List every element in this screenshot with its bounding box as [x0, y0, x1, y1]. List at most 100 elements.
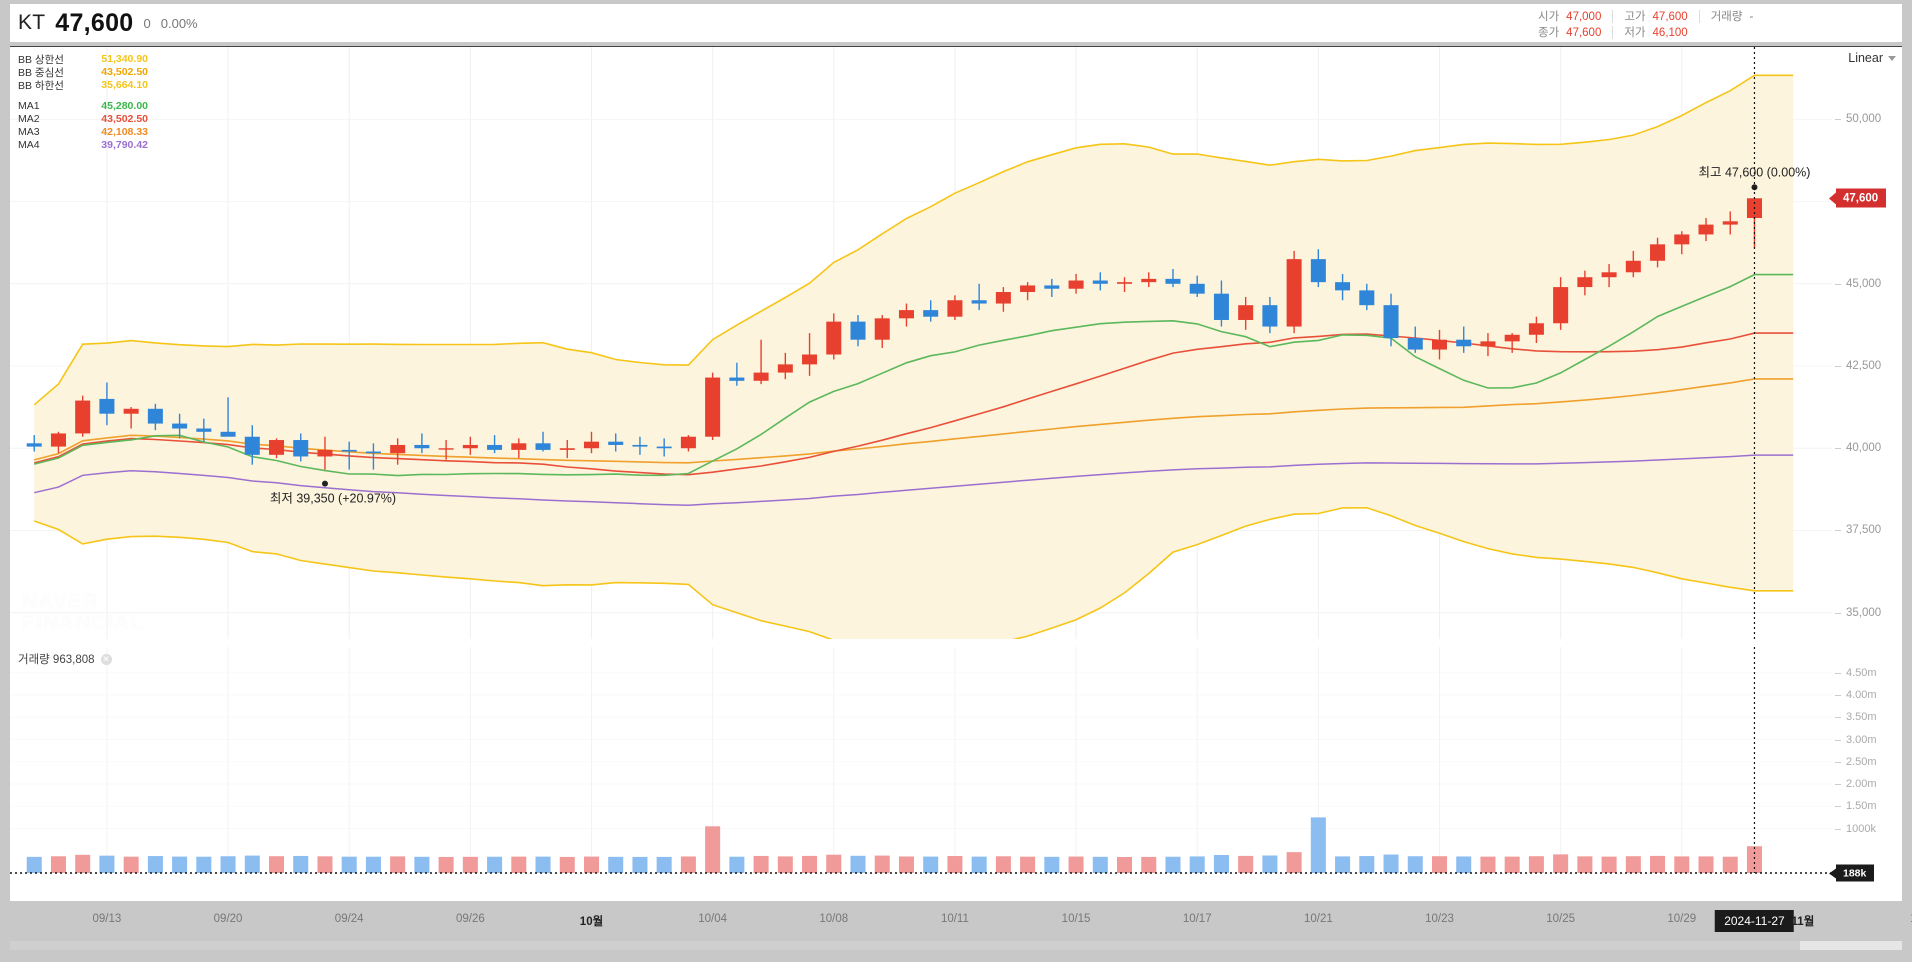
- candlestick: [1577, 270, 1593, 296]
- left-gutter: [0, 46, 10, 941]
- axis-tick-mark: [1835, 672, 1841, 674]
- price-pane[interactable]: 최저 39,350 (+20.97%) 최고 47,600 (0.00%) BB …: [10, 47, 1832, 639]
- price-tick-label: 37,500: [1846, 524, 1882, 537]
- horizontal-scrollbar[interactable]: [10, 941, 1902, 950]
- candlestick: [632, 436, 648, 455]
- legend-key: BB 상한선: [18, 53, 64, 66]
- date-tick-label: 10/11: [940, 913, 969, 925]
- candlestick: [365, 443, 381, 470]
- volume-bar: [826, 854, 842, 873]
- volume-bar: [1480, 856, 1496, 873]
- scrollbar-thumb[interactable]: [10, 941, 1800, 950]
- ticker-symbol: KT: [18, 11, 46, 34]
- volume-bar: [850, 855, 866, 873]
- candlestick: [656, 438, 672, 457]
- candlestick: [1553, 277, 1569, 330]
- volume-bar: [1383, 854, 1399, 873]
- candlestick: [1310, 249, 1326, 288]
- legend-key: MA4: [18, 139, 40, 152]
- volume-bar: [1674, 856, 1690, 873]
- divider: [1612, 9, 1614, 23]
- volume-tick-label: 4.50m: [1846, 666, 1877, 679]
- candlestick: [1504, 333, 1520, 353]
- date-tick-label: 09/24: [334, 913, 364, 925]
- low-value: 46,100: [1652, 27, 1688, 39]
- volume-bar: [244, 855, 260, 873]
- volume-axis[interactable]: 4.50m 4.00m 3.50m 3.00m 2.50m 2.00m 1.50m 1000k…: [1832, 647, 1902, 901]
- candlestick: [1601, 264, 1617, 288]
- volume-bar: [1310, 817, 1326, 873]
- legend-key: BB 중심선: [18, 66, 64, 79]
- volume-bar: [1020, 856, 1036, 873]
- volume-bar: [898, 856, 914, 873]
- time-axis[interactable]: 09/13 09/20 09/24 09/26 10월 10/04 10/08 10/11 10…: [10, 901, 1912, 942]
- volume-bar: [656, 856, 672, 873]
- volume-bar: [777, 856, 793, 873]
- volume-bar: [1407, 856, 1423, 873]
- axis-tick-mark: [1835, 717, 1841, 719]
- volume-bar: [220, 856, 236, 873]
- candlestick: [147, 403, 163, 431]
- candlestick: [123, 407, 139, 429]
- volume-bar: [75, 854, 91, 873]
- volume-tick-label: 2.00m: [1846, 778, 1877, 791]
- volume-bar: [971, 856, 987, 873]
- date-tick-label: 10/29: [1667, 913, 1697, 925]
- volume-bar: [1068, 856, 1084, 873]
- volume-bar: [1044, 856, 1060, 873]
- candlestick: [1698, 218, 1714, 242]
- open-label: 시가: [1538, 11, 1560, 23]
- candlestick: [1359, 283, 1375, 311]
- volume-bar: [583, 856, 600, 873]
- axis-tick-mark: [1835, 448, 1841, 450]
- candlestick: [1068, 273, 1084, 294]
- volume-bar: [1625, 856, 1641, 873]
- legend-row: BB 하한선 35,664.10: [18, 79, 148, 92]
- axis-tick-mark: [1835, 283, 1841, 285]
- candlestick: [1722, 211, 1738, 235]
- candlestick: [220, 397, 236, 437]
- volume-bar: [99, 855, 115, 873]
- candlestick: [559, 440, 575, 459]
- volume-bar: [1601, 856, 1617, 873]
- price-axis[interactable]: Linear 50,000 45,000 42,500 40,000 37,500 35,…: [1832, 47, 1902, 639]
- axis-tick-mark: [1835, 761, 1841, 763]
- candlestick: [1674, 231, 1690, 255]
- candlestick: [1020, 282, 1036, 301]
- candlestick: [99, 382, 115, 426]
- volume-bar: [511, 856, 527, 873]
- plot-area[interactable]: 최저 39,350 (+20.97%) 최고 47,600 (0.00%) BB …: [10, 46, 1912, 942]
- legend-spacer: [18, 92, 148, 100]
- candlestick: [244, 425, 260, 465]
- date-tick-label: 09/13: [92, 913, 122, 925]
- candlestick: [1528, 316, 1544, 343]
- candlestick: [462, 436, 478, 455]
- date-tick-label: 09/20: [213, 913, 243, 925]
- legend-value: 39,790.42: [101, 139, 148, 152]
- candlestick: [75, 395, 91, 437]
- volume-bar: [26, 856, 42, 873]
- candlestick: [874, 315, 890, 348]
- volume-pane[interactable]: 거래량 963,808 ✕: [10, 647, 1832, 901]
- candlestick: [680, 435, 696, 452]
- candlestick: [753, 339, 769, 385]
- candlestick: [705, 372, 721, 441]
- price-change-percent: 0.00%: [160, 15, 198, 31]
- candlestick: [1407, 326, 1423, 353]
- candlestick: [196, 418, 212, 442]
- right-gutter: [1902, 46, 1912, 941]
- price-tick-label: 42,500: [1846, 360, 1882, 373]
- candlestick: [1456, 326, 1472, 353]
- volume-bar: [1238, 855, 1254, 873]
- volume-bar: [1722, 856, 1738, 873]
- volume-bar: [1335, 856, 1351, 873]
- volume-bar: [147, 856, 163, 873]
- scale-type-selector[interactable]: Linear: [1848, 51, 1896, 65]
- volume-bar: [1553, 854, 1569, 873]
- close-icon[interactable]: ✕: [100, 653, 112, 665]
- legend-key: MA1: [18, 100, 40, 113]
- volume-bar: [487, 856, 503, 873]
- volume-tick-label: 1.50m: [1846, 800, 1877, 813]
- volume-bar: [1504, 856, 1520, 873]
- axis-tick-mark: [1835, 695, 1841, 697]
